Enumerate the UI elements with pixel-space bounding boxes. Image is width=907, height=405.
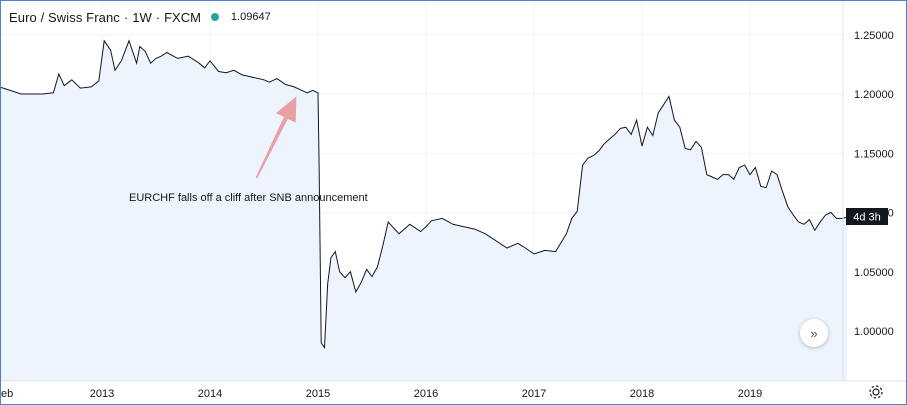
price-axis[interactable]: 1.250001.200001.150001.100001.050001.000… <box>854 30 894 338</box>
last-price-badge-label: 4d 3h <box>853 212 881 224</box>
scroll-to-realtime-button[interactable]: » <box>800 319 828 347</box>
time-axis[interactable]: eb 2013 2014 2015 2016 2017 2018 2019 <box>1 388 762 400</box>
chart-legend: Euro / Swiss Franc · 1W · FXCM 1.09647 <box>9 8 271 26</box>
time-tick-label: 2016 <box>414 388 438 400</box>
interval-label[interactable]: 1W <box>132 9 152 25</box>
double-chevron-right-icon: » <box>810 325 818 341</box>
time-tick-label: 2017 <box>522 388 546 400</box>
last-price-badge-bg <box>846 208 888 225</box>
price-tick-label: 1.20000 <box>854 89 894 101</box>
symbol-name[interactable]: Euro / Swiss Franc <box>9 9 120 25</box>
legend-separator: · <box>155 9 161 25</box>
price-tick-label: 1.25000 <box>854 30 894 42</box>
gear-icon[interactable] <box>867 383 885 401</box>
exchange-label: FXCM <box>164 9 201 25</box>
last-price-badge: 4d 3h <box>846 208 888 225</box>
time-tick-label: 2014 <box>198 388 222 400</box>
market-status-icon <box>210 13 219 21</box>
arrow-shape <box>255 96 297 179</box>
time-tick-label: 2013 <box>90 388 114 400</box>
annotation-text: EURCHF falls off a cliff after SNB annou… <box>129 192 368 204</box>
price-tick-label: 1.05000 <box>854 267 894 279</box>
time-tick-label: eb <box>1 388 13 400</box>
annotation-arrow <box>255 96 297 179</box>
time-tick-label: 2019 <box>738 388 762 400</box>
price-area-fill <box>1 40 848 381</box>
legend-separator: · <box>123 9 129 25</box>
price-line <box>1 39 848 350</box>
price-tick-label: 1.00000 <box>854 326 894 338</box>
price-tick-label: 1.15000 <box>854 148 894 160</box>
time-tick-label: 2018 <box>630 388 654 400</box>
last-price-value: 1.09647 <box>230 11 271 23</box>
time-tick-label: 2015 <box>306 388 330 400</box>
